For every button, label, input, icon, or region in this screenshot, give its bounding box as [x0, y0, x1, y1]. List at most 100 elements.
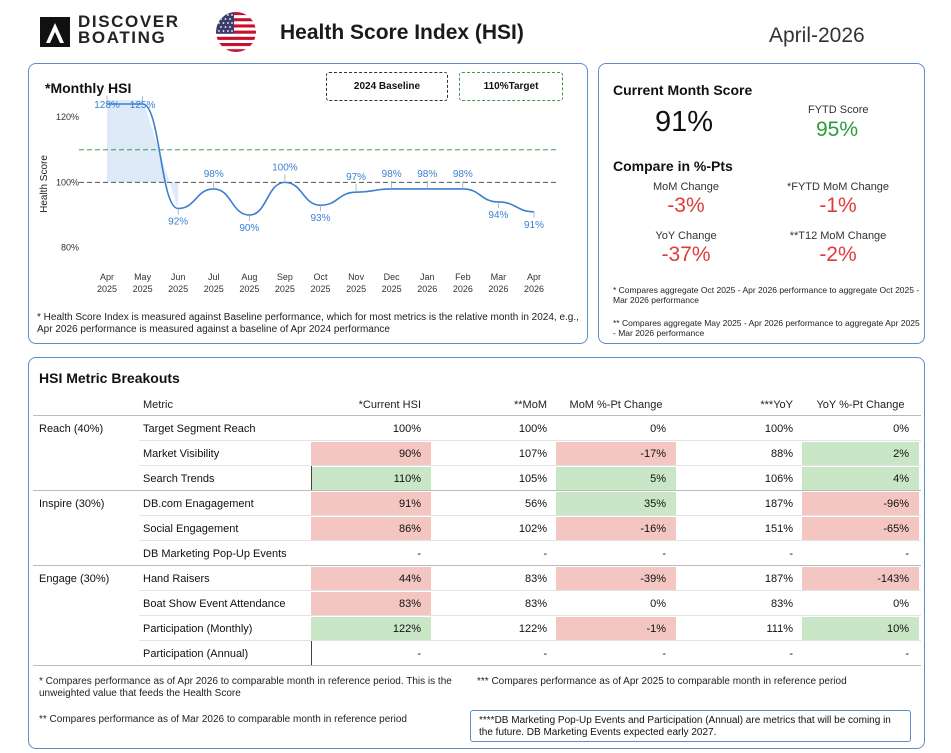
data-value-label: 128%	[94, 100, 120, 111]
row-group-label: Engage (30%)	[39, 572, 110, 585]
data-value-label: 92%	[168, 216, 188, 227]
current-score-value: 91%	[655, 106, 714, 138]
row-mom: 83%	[524, 597, 547, 610]
x-tick-year-label: 2026	[488, 284, 508, 294]
y-tick-label: 120%	[56, 112, 79, 122]
row-mom-change: 0%	[650, 597, 666, 610]
table-header-row: Metric *Current HSI **MoM MoM %-Pt Chang…	[33, 394, 921, 416]
fytd-score-label: FYTD Score	[808, 104, 869, 116]
score-card-title: Current Month Score	[613, 82, 753, 98]
x-tick-year-label: 2025	[310, 284, 330, 294]
x-tick-year-label: 2025	[204, 284, 224, 294]
row-yoy: 100%	[764, 422, 793, 435]
row-yoy-change: 0%	[893, 597, 909, 610]
table-row: Engage (30%) Hand Raisers 44% 83% -39% 187% -1…	[33, 566, 921, 591]
legend-target[interactable]: 110%Target	[459, 72, 563, 101]
col-header-yoy[interactable]: ***YoY	[760, 398, 793, 411]
t12-mom-change-value: -2%	[819, 243, 857, 266]
compare-title: Compare in %-Pts	[613, 158, 733, 174]
row-current-hsi: 44%	[311, 567, 431, 590]
row-yoy: 88%	[770, 447, 793, 460]
x-tick-year-label: 2025	[97, 284, 117, 294]
x-tick-month-label: Jun	[171, 272, 186, 282]
data-value-label: 98%	[382, 169, 402, 180]
t12-mom-change-label: **T12 MoM Change	[789, 230, 887, 242]
col-header-mom[interactable]: **MoM	[513, 398, 547, 411]
x-tick-month-label: Dec	[384, 272, 401, 282]
col-header-current[interactable]: *Current HSI	[358, 398, 421, 411]
row-divider	[33, 665, 921, 666]
row-current-hsi: 86%	[311, 517, 431, 540]
row-current-hsi: 122%	[311, 617, 431, 640]
data-value-label: 93%	[310, 213, 330, 224]
row-divider	[139, 440, 921, 441]
col-header-yoy-change[interactable]: YoY %-Pt Change	[816, 398, 905, 411]
row-current-hsi: 83%	[311, 592, 431, 615]
col-header-mom-change[interactable]: MoM %-Pt Change	[569, 398, 663, 411]
y-axis-label: Health Score	[39, 155, 50, 213]
row-mom: 100%	[518, 422, 547, 435]
table-row: Boat Show Event Attendance 83% 83% 0% 83% 0%	[33, 591, 921, 616]
row-yoy: 151%	[764, 522, 793, 535]
row-divider	[33, 565, 921, 566]
row-divider	[139, 540, 921, 541]
data-value-label: 100%	[272, 162, 298, 173]
row-group-label	[39, 541, 139, 566]
row-group-label: Inspire (30%)	[39, 497, 105, 510]
row-mom: 122%	[518, 622, 547, 635]
monthly-hsi-card: 80% 100% 120% Health Score 128% 125% 92% 98% 90%…	[28, 63, 588, 344]
x-tick-month-label: Aug	[241, 272, 257, 282]
table-row: Market Visibility 90% 107% -17% 88% 2%	[33, 441, 921, 466]
row-mom: -	[543, 647, 547, 660]
score-note-1: * Compares aggregate Oct 2025 - Apr 2026…	[613, 285, 920, 305]
row-metric-name: Hand Raisers	[143, 572, 210, 585]
row-current-hsi: -	[417, 647, 421, 660]
x-tick-month-label: Jan	[420, 272, 435, 282]
y-tick-label: 100%	[56, 177, 79, 187]
data-value-label: 97%	[346, 172, 366, 183]
row-mom-change: 0%	[650, 422, 666, 435]
row-metric-name: Target Segment Reach	[143, 422, 256, 435]
x-tick-year-label: 2025	[239, 284, 259, 294]
row-yoy: 187%	[764, 572, 793, 585]
data-value-label: 90%	[239, 223, 259, 234]
row-metric-name: Participation (Monthly)	[143, 622, 253, 635]
x-tick-year-label: 2025	[275, 284, 295, 294]
hsi-series-line	[106, 103, 535, 216]
header: DISCOVER BOATING Health Score Index (HSI…	[0, 0, 951, 64]
yoy-change-label: YoY Change	[655, 230, 717, 242]
y-tick-label: 80%	[61, 243, 79, 253]
table-footnote-4: ****DB Marketing Pop-Up Events and Parti…	[470, 710, 911, 742]
table-row: Reach (40%) Target Segment Reach 100% 100% 0…	[33, 416, 921, 441]
table-footnote-1: * Compares performance as of Apr 2026 to…	[39, 676, 452, 699]
row-metric-name: Market Visibility	[143, 447, 220, 460]
row-group-label: Reach (40%)	[39, 422, 104, 435]
fytd-score-value: 95%	[816, 118, 859, 141]
row-group-label	[39, 591, 139, 616]
col-header-metric[interactable]: Metric	[143, 398, 173, 411]
row-current-hsi: 100%	[392, 422, 421, 435]
x-tick-year-label: 2025	[346, 284, 366, 294]
table-footnote-2: *** Compares performance as of Apr 2025 …	[477, 676, 847, 687]
logo-mark-icon	[40, 17, 70, 47]
row-group-label	[39, 441, 139, 466]
chart-title: *Monthly HSI	[45, 80, 132, 96]
table-row: Participation (Monthly) 122% 122% -1% 111% 10…	[33, 616, 921, 641]
x-tick-year-label: 2025	[133, 284, 153, 294]
table-row: Search Trends 110% 105% 5% 106% 4%	[33, 466, 921, 491]
x-tick-month-label: Jul	[208, 272, 220, 282]
row-divider	[139, 615, 921, 616]
row-mom-change: -39%	[556, 567, 676, 590]
page-title: Health Score Index (HSI)	[280, 21, 524, 44]
row-yoy-change: 4%	[802, 467, 919, 490]
row-yoy-change: -65%	[802, 517, 919, 540]
row-metric-name: Social Engagement	[143, 522, 239, 535]
monthly-hsi-chart: 80% 100% 120% Health Score 128% 125% 92% 98% 90%…	[39, 96, 559, 294]
column-divider	[311, 641, 312, 666]
us-flag-icon	[216, 12, 256, 52]
legend-baseline[interactable]: 2024 Baseline	[326, 72, 448, 101]
x-tick-year-label: 2025	[168, 284, 188, 294]
row-divider	[139, 515, 921, 516]
row-current-hsi: -	[417, 547, 421, 560]
table-row: DB Marketing Pop-Up Events - - - - -	[33, 541, 921, 566]
